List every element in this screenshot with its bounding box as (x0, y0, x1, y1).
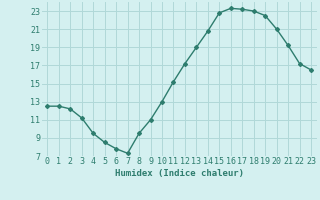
X-axis label: Humidex (Indice chaleur): Humidex (Indice chaleur) (115, 169, 244, 178)
